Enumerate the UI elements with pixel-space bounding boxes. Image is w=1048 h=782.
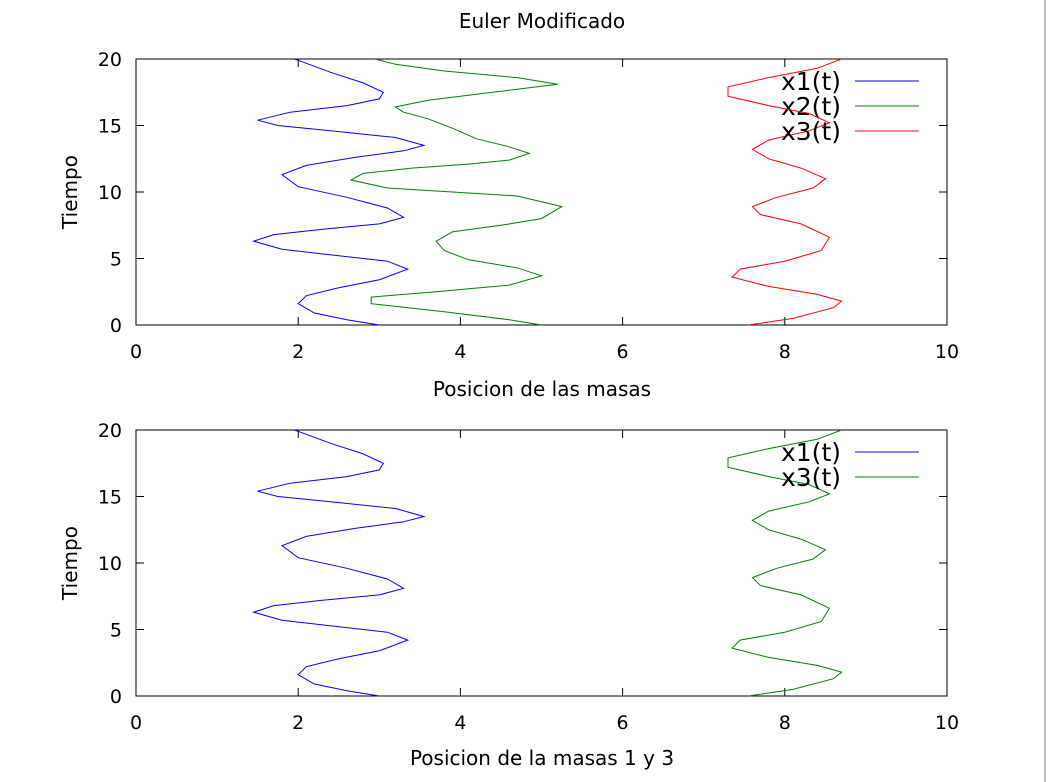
legend-label: x2(t) [781, 92, 841, 121]
plot-euler-modificado: Euler Modificado Posicion de las masas T… [58, 9, 959, 401]
y-axis-title: Tiempo [58, 526, 82, 601]
x-tick-label: 8 [779, 341, 791, 363]
x-tick-label: 6 [617, 712, 629, 734]
y-tick-label: 10 [98, 553, 122, 575]
series-line-x3t [727, 429, 843, 697]
legend-label: x3(t) [781, 463, 841, 492]
x-tick-label: 4 [454, 341, 466, 363]
y-tick-label: 0 [110, 315, 122, 337]
y-tick-label: 15 [98, 487, 122, 509]
legend-label: x1(t) [781, 438, 841, 467]
x-tick-label: 0 [130, 712, 142, 734]
y-tick-label: 5 [110, 620, 122, 642]
x-tick-label: 8 [779, 712, 791, 734]
x-tick-label: 0 [130, 341, 142, 363]
x-axis-title: Posicion de las masas [433, 377, 651, 401]
x-tick-label: 2 [292, 341, 304, 363]
x-tick-label: 2 [292, 712, 304, 734]
legend-label: x3(t) [781, 117, 841, 146]
y-tick-label: 0 [110, 686, 122, 708]
y-axis-title: Tiempo [58, 155, 82, 230]
y-tick-label: 5 [110, 249, 122, 271]
x-tick-label: 4 [454, 712, 466, 734]
series-line-x1t [251, 429, 426, 697]
x-axis-title: Posicion de la masas 1 y 3 [410, 746, 674, 770]
series-line-x2t [349, 58, 564, 326]
series-line-x1t [251, 58, 426, 326]
chart-title: Euler Modificado [459, 9, 625, 33]
y-tick-label: 20 [98, 49, 122, 71]
series-line-x3t [727, 58, 843, 326]
plot-masas-1-y-3: Posicion de la masas 1 y 3 Tiempo 0 2 4 6 8 1… [58, 420, 959, 770]
y-tick-label: 15 [98, 116, 122, 138]
x-tick-label: 10 [935, 712, 959, 734]
y-tick-label: 20 [98, 420, 122, 442]
x-tick-label: 6 [617, 341, 629, 363]
legend-label: x1(t) [781, 67, 841, 96]
x-tick-label: 10 [935, 341, 959, 363]
y-tick-label: 10 [98, 182, 122, 204]
